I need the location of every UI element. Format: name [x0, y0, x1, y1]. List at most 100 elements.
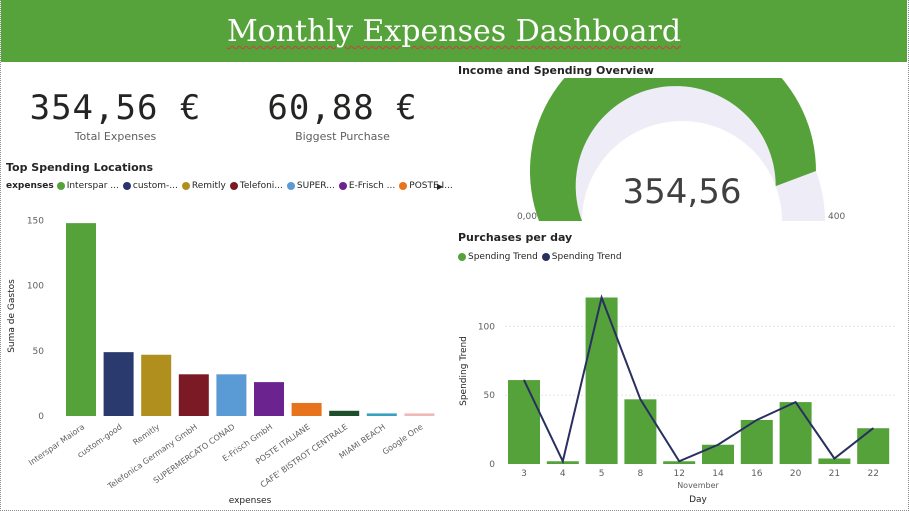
x-tick-label: 3: [521, 469, 527, 479]
x-axis-sublabel: November: [677, 481, 719, 490]
y-tick-label: 100: [27, 282, 44, 292]
bar: [66, 223, 96, 416]
bar: [216, 374, 247, 416]
bar-legend-title: expenses: [6, 181, 54, 191]
kpi-total-expenses-value: 354,56 €: [29, 88, 202, 128]
x-axis-label: Day: [689, 495, 707, 505]
bar-legend-label: Remitly: [191, 181, 226, 191]
y-tick-label: 150: [27, 217, 44, 227]
day-bar: [508, 380, 540, 464]
income-spending-gauge: 354,56 0,00 400: [517, 78, 845, 222]
x-tick-label: 8: [638, 469, 644, 479]
day-bar: [702, 444, 734, 464]
kpi-biggest-purchase-label: Biggest Purchase: [295, 130, 390, 143]
day-bar: [585, 297, 618, 464]
bar: [254, 382, 284, 416]
day-bar: [663, 461, 696, 464]
combo-legend-item[interactable]: Spending Trend: [458, 252, 538, 262]
bar: [103, 352, 134, 416]
kpi-biggest-purchase[interactable]: 60,88 € Biggest Purchase: [245, 88, 440, 143]
y-axis-label: Spending Trend: [459, 336, 469, 406]
y-tick-label: 100: [478, 322, 495, 332]
combo-legend-label: Spending Trend: [468, 252, 538, 262]
bar-legend-label: Interspar ...: [66, 181, 119, 191]
combo-legend-label: Spending Trend: [551, 252, 622, 262]
y-axis-label: Suma de Gastos: [7, 279, 17, 353]
bar-legend-dot-icon: [229, 182, 238, 190]
trend-line: [523, 294, 874, 465]
x-tick-label: 5: [599, 469, 605, 479]
x-tick-label: 16: [751, 469, 763, 479]
bar-legend-dot-icon: [286, 182, 295, 190]
trend-point: [717, 444, 719, 446]
bar-legend-label: Telefoni...: [239, 181, 283, 191]
page-title: Monthly Expenses Dashboard: [226, 14, 682, 49]
kpi-total-expenses[interactable]: 354,56 € Total Expenses: [18, 88, 213, 143]
bar-chart-title: Top Spending Locations: [6, 161, 154, 174]
y-tick-label: 50: [33, 347, 45, 357]
bar-legend-item[interactable]: Telefoni...: [229, 181, 283, 191]
x-tick-label: Google One: [381, 422, 425, 456]
bar: [178, 374, 209, 416]
day-bar: [818, 458, 851, 464]
bar-chart-legend: expenses Interspar ... custom-... Remitly T…: [6, 181, 457, 191]
bar-legend-item[interactable]: SUPER...: [286, 181, 335, 191]
gauge-max-label: 400: [828, 212, 845, 222]
gauge-title: Income and Spending Overview: [458, 64, 654, 77]
x-axis-label: expenses: [229, 496, 272, 506]
y-tick-label: 0: [38, 412, 44, 422]
x-tick-label: 22: [867, 469, 878, 479]
day-bar: [624, 399, 657, 464]
x-tick-label: Remitly: [131, 422, 161, 447]
trend-point: [795, 401, 797, 403]
bar-legend-dot-icon: [181, 182, 190, 190]
x-tick-label: 14: [712, 469, 724, 479]
bar-legend-dot-icon: [338, 182, 347, 190]
kpi-biggest-purchase-value: 60,88 €: [267, 88, 418, 128]
kpi-total-expenses-label: Total Expenses: [74, 130, 157, 143]
bar: [329, 410, 360, 416]
gauge-min-label: 0,00: [517, 212, 537, 222]
bar-legend-item[interactable]: custom-...: [122, 181, 178, 191]
bar-legend-item[interactable]: Interspar ...: [56, 181, 119, 191]
x-tick-label: Interspar Maiora: [27, 422, 86, 467]
combo-legend-dot-icon: [541, 253, 550, 261]
bar: [404, 413, 435, 416]
combo-chart-title: Purchases per day: [458, 231, 573, 244]
bar-legend-item[interactable]: POSTE I...: [399, 181, 453, 191]
trend-point: [562, 460, 564, 462]
legend-next-arrow-icon[interactable]: ▶: [437, 182, 444, 191]
bar-legend-dot-icon: [122, 182, 131, 190]
x-tick-label: 4: [560, 469, 566, 479]
trend-point: [833, 457, 835, 459]
purchases-per-day-chart: 0 50 100 3 4 5 8 12 14 16 20 21 22 November Day Spendin…: [459, 294, 895, 505]
bar: [366, 413, 397, 416]
trend-point: [678, 460, 680, 462]
day-bar: [779, 402, 812, 464]
x-tick-label: 12: [673, 469, 684, 479]
bar-legend-label: E-Frisch ...: [348, 181, 396, 191]
header-banner: Monthly Expenses Dashboard: [1, 0, 907, 62]
bar-legend-dot-icon: [399, 182, 408, 190]
y-tick-label: 0: [489, 460, 495, 470]
gauge-value-arc: [530, 78, 816, 221]
x-tick-label: 20: [790, 469, 802, 479]
combo-legend-dot-icon: [458, 253, 466, 261]
trend-point: [601, 297, 603, 299]
trend-point: [523, 379, 525, 381]
combo-legend-item[interactable]: Spending Trend: [541, 252, 622, 262]
bar-legend-label: custom-...: [132, 181, 178, 191]
bar-legend-label: SUPER...: [296, 181, 335, 191]
day-bar: [857, 428, 890, 464]
bar-legend-label: POSTE I...: [409, 181, 453, 191]
bar-legend-item[interactable]: Remitly: [181, 181, 226, 191]
bar-legend-item[interactable]: E-Frisch ...: [338, 181, 396, 191]
bar: [291, 402, 322, 416]
y-tick-label: 50: [484, 391, 496, 401]
x-tick-label: 21: [829, 469, 840, 479]
trend-point: [639, 398, 641, 400]
bar: [141, 354, 172, 416]
combo-chart-legend: Spending Trend Spending Trend: [458, 252, 626, 262]
gauge-value-label: 354,56: [623, 172, 742, 212]
